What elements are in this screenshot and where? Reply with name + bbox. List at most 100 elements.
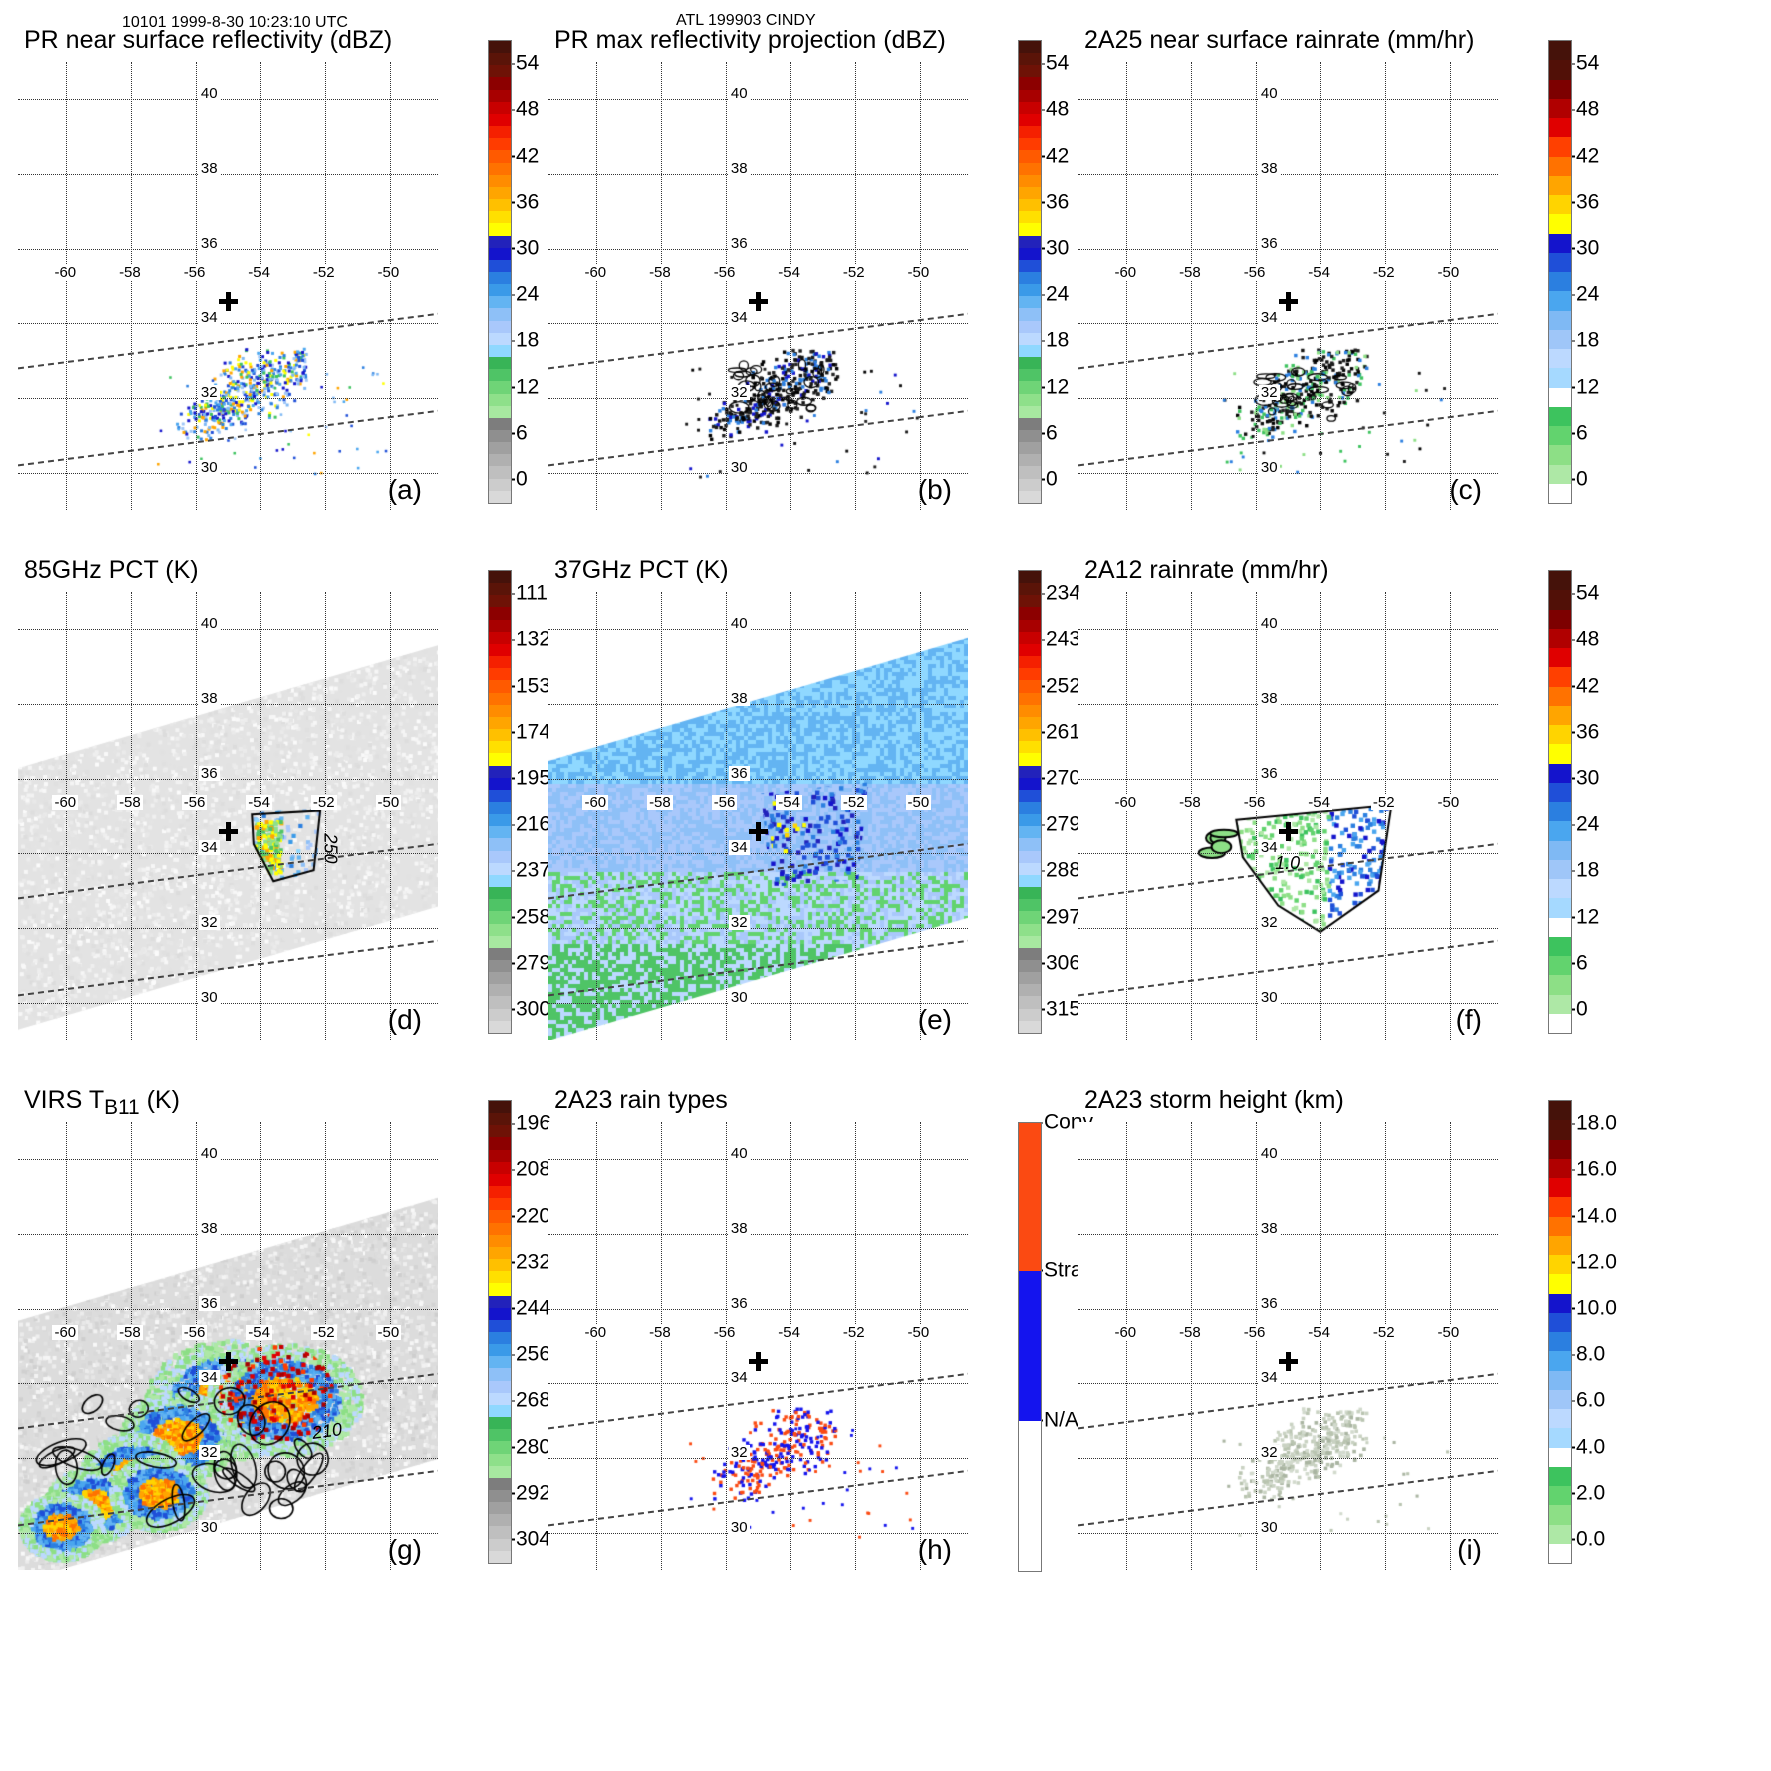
colorbar-tick-label: 6: [509, 421, 528, 445]
colorbar-segment: [1019, 490, 1041, 503]
gridline-lon: [389, 62, 391, 510]
colorbar-segment: [1019, 716, 1041, 730]
colorbar-segment: [1019, 259, 1041, 272]
gridline-lat: [1078, 1458, 1498, 1459]
gridline-lat: [18, 928, 438, 929]
colorbar-segment: [489, 405, 511, 418]
colorbar-segment: [1549, 1370, 1571, 1390]
colorbar-tick-label: 234: [1038, 581, 1082, 605]
panel-letter-i: (i): [1457, 1534, 1482, 1565]
panel-title-i: 2A23 storm height (km): [1084, 1086, 1344, 1114]
colorbar-segment: [489, 259, 511, 272]
colorbar-tick-label: 6: [1039, 421, 1058, 445]
colorbar-segment: [489, 680, 511, 693]
storm-center-marker: [749, 291, 768, 311]
gridline-lat: [18, 704, 438, 705]
colorbar-tick-label: 36: [508, 190, 540, 214]
gridline-lat: [18, 174, 438, 175]
colorbar-segment: [489, 199, 511, 212]
gridline-lat: [548, 778, 968, 780]
gridline-lon: [661, 592, 663, 1040]
panel-f: 2A12 rainrate (mm/hr) -60 -58 -56 -54 -52 -50 4…: [1078, 556, 1599, 1056]
lon-tick-label: -60: [582, 794, 609, 812]
lon-tick-label: -58: [117, 794, 143, 812]
colorbar-segment: [1019, 571, 1041, 584]
colorbar-tick-label: 48: [1568, 627, 1600, 651]
colorbar-segment: [1549, 1013, 1571, 1033]
lon-tick-label: -50: [375, 794, 402, 812]
lat-tick-label: 40: [198, 1145, 220, 1163]
lon-tick-label: -60: [52, 794, 79, 812]
lat-tick-label: 32: [198, 1444, 220, 1461]
colorbar-segment: [1019, 393, 1041, 406]
colorbar-segment: [1549, 725, 1571, 745]
colorbar-tick-label: 304: [508, 1527, 552, 1551]
colorbar-segment: [1019, 162, 1041, 175]
colorbar-segment: [489, 77, 511, 90]
colorbar-segment: [1019, 947, 1041, 960]
colorbar-segment: [489, 1210, 511, 1223]
lon-tick-label: -54: [246, 1324, 272, 1342]
colorbar-segment: [1019, 357, 1041, 370]
lon-tick-label: -56: [711, 264, 738, 282]
colorbar-segment: [1019, 850, 1041, 863]
gridline-lon: [324, 1122, 326, 1570]
panel-title-h: 2A23 rain types: [554, 1086, 728, 1114]
lat-tick-label: 32: [198, 384, 220, 401]
colorbar-tick-label: 270: [1038, 766, 1082, 790]
lon-tick-label: -52: [1370, 794, 1397, 812]
colorbar-segment: [1019, 595, 1041, 608]
colorbar-segment: [1019, 478, 1041, 491]
lon-tick-label: -60: [582, 1324, 609, 1342]
colorbar-tick-label: 36: [1568, 190, 1600, 214]
colorbar-segment: [1019, 284, 1041, 297]
colorbar-segment: [489, 101, 511, 114]
colorbar-segment: [1019, 643, 1041, 657]
colorbar-tick-label: 6.0: [1568, 1388, 1606, 1412]
lat-tick-label: 34: [728, 1369, 750, 1387]
colorbar-tick-label: 4.0: [1568, 1435, 1606, 1458]
colorbar-segment: [489, 741, 511, 754]
colorbar-segment: [1549, 609, 1571, 629]
colorbar-segment: [489, 113, 511, 127]
orbit-timestamp-label: 10101 1999-8-30 10:23:10 UTC: [122, 14, 348, 31]
colorbar-tick-label: 24: [1568, 282, 1600, 306]
colorbar-tick-label: 42: [508, 144, 540, 167]
colorbar-segment: [489, 862, 511, 875]
colorbar-segment: [1549, 252, 1571, 272]
gridline-lon: [854, 62, 856, 510]
colorbar-tick-label: 6: [1569, 421, 1588, 445]
colorbar-segment: [1549, 1312, 1571, 1332]
lat-tick-label: 38: [198, 1220, 220, 1237]
gridline-lat: [548, 323, 968, 325]
colorbar-segment: [1019, 454, 1041, 467]
lat-tick-label: 38: [728, 690, 750, 707]
colorbar-e: [1018, 570, 1042, 1034]
colorbar-segment: [489, 801, 511, 815]
colorbar-segment: [489, 430, 511, 443]
lat-tick-label: 34: [728, 839, 750, 857]
lat-tick-label: 30: [1258, 458, 1280, 476]
colorbar-segment: [489, 308, 511, 321]
colorbar-segment: [489, 211, 511, 224]
gridline-lat: [1078, 778, 1498, 780]
gridline-lon: [790, 62, 792, 510]
gridline-lon: [66, 1122, 68, 1570]
colorbar-tick-label: 54: [1568, 51, 1600, 75]
lon-tick-label: -50: [905, 1324, 932, 1342]
colorbar-segment: [1549, 1235, 1571, 1255]
colorbar-tick-label: 14.0: [1569, 1204, 1617, 1227]
colorbar-segment: [489, 972, 511, 985]
gridline-lon: [596, 592, 598, 1040]
gridline-lat: [18, 99, 438, 101]
colorbar-tick-label: N/A: [1036, 1408, 1080, 1432]
gridline-lat: [548, 928, 968, 929]
colorbar-segment: [489, 1186, 511, 1199]
colorbar-segment: [489, 89, 511, 102]
gridline-lon: [1384, 592, 1386, 1040]
colorbar-tick-label: 18: [1038, 328, 1070, 352]
storm-center-marker: [749, 1351, 768, 1371]
colorbar-segment: [489, 935, 511, 948]
colorbar-tick-label: 42: [1568, 144, 1600, 167]
gridline-lon: [1384, 1122, 1386, 1570]
